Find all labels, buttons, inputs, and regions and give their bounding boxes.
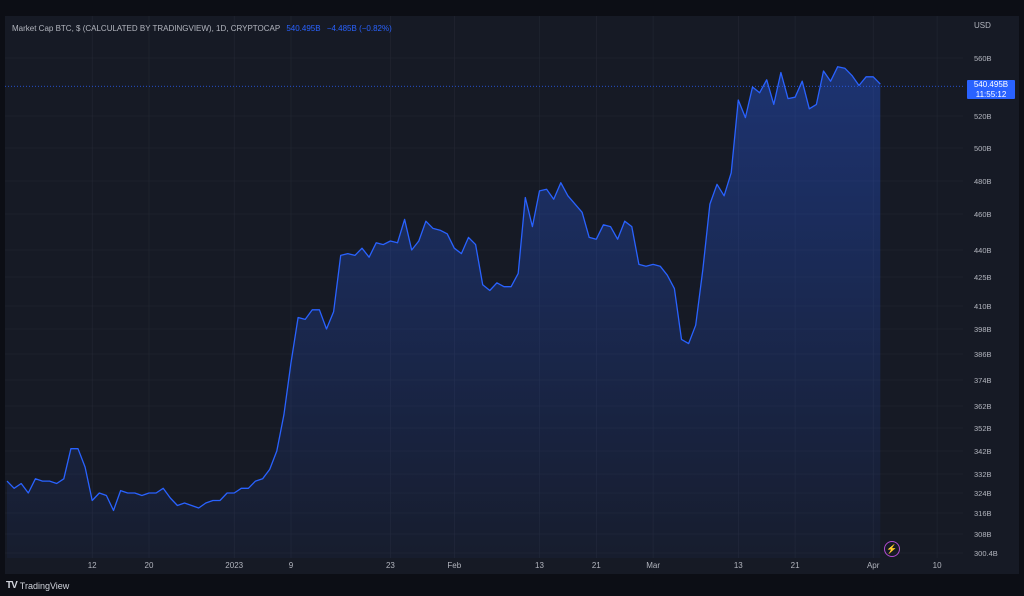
y-tick-label: 440B: [974, 246, 992, 255]
y-tick-label: 362B: [974, 402, 992, 411]
y-tick-label: 500B: [974, 144, 992, 153]
legend-change: −4.485B (−0.82%): [326, 24, 392, 33]
y-tick-label: 520B: [974, 112, 992, 121]
y-tick-label: 316B: [974, 509, 992, 518]
y-tick-label: 342B: [974, 447, 992, 456]
axis-unit[interactable]: USD: [974, 21, 991, 30]
y-tick-label: 386B: [974, 350, 992, 359]
price-tag-value: 540.495B: [973, 80, 1009, 89]
current-price-tag: 540.495B 11:55:12: [967, 80, 1015, 99]
footer-brand[interactable]: TV TradingView: [6, 580, 69, 591]
y-tick-label: 480B: [974, 177, 992, 186]
x-tick-label: 9: [289, 561, 294, 570]
y-tick-label: 374B: [974, 376, 992, 385]
x-tick-label: 23: [386, 561, 395, 570]
x-tick-label: Mar: [646, 561, 660, 570]
y-tick-label: 300.4B: [974, 549, 998, 558]
x-tick-label: 12: [88, 561, 97, 570]
x-tick-label: Apr: [867, 561, 880, 570]
lightning-icon[interactable]: ⚡: [884, 541, 900, 557]
y-tick-label: 560B: [974, 54, 992, 63]
area-fill: [7, 66, 881, 558]
y-tick-label: 425B: [974, 273, 992, 282]
legend-title: Market Cap BTC, $ (CALCULATED BY TRADING…: [12, 24, 281, 33]
y-tick-label: 332B: [974, 470, 992, 479]
y-tick-label: 324B: [974, 489, 992, 498]
x-tick-label: 13: [535, 561, 544, 570]
chart-legend: Market Cap BTC, $ (CALCULATED BY TRADING…: [12, 24, 392, 33]
x-tick-label: 21: [592, 561, 601, 570]
x-tick-label: Feb: [447, 561, 461, 570]
legend-value: 540.495B: [286, 24, 321, 33]
x-tick-label: 10: [933, 561, 942, 570]
y-tick-label: 398B: [974, 325, 992, 334]
brand-name: TradingView: [19, 580, 70, 591]
x-tick-label: 21: [791, 561, 800, 570]
x-tick-label: 13: [734, 561, 743, 570]
price-line: [6, 66, 881, 512]
price-tag-countdown: 11:55:12: [975, 89, 1007, 99]
y-tick-label: 460B: [974, 210, 992, 219]
y-tick-label: 308B: [974, 530, 992, 539]
x-tick-label: 2023: [225, 561, 243, 570]
tradingview-logo-icon: TV: [6, 580, 18, 591]
x-tick-label: 20: [145, 561, 154, 570]
y-tick-label: 410B: [974, 302, 992, 311]
y-tick-label: 352B: [974, 424, 992, 433]
